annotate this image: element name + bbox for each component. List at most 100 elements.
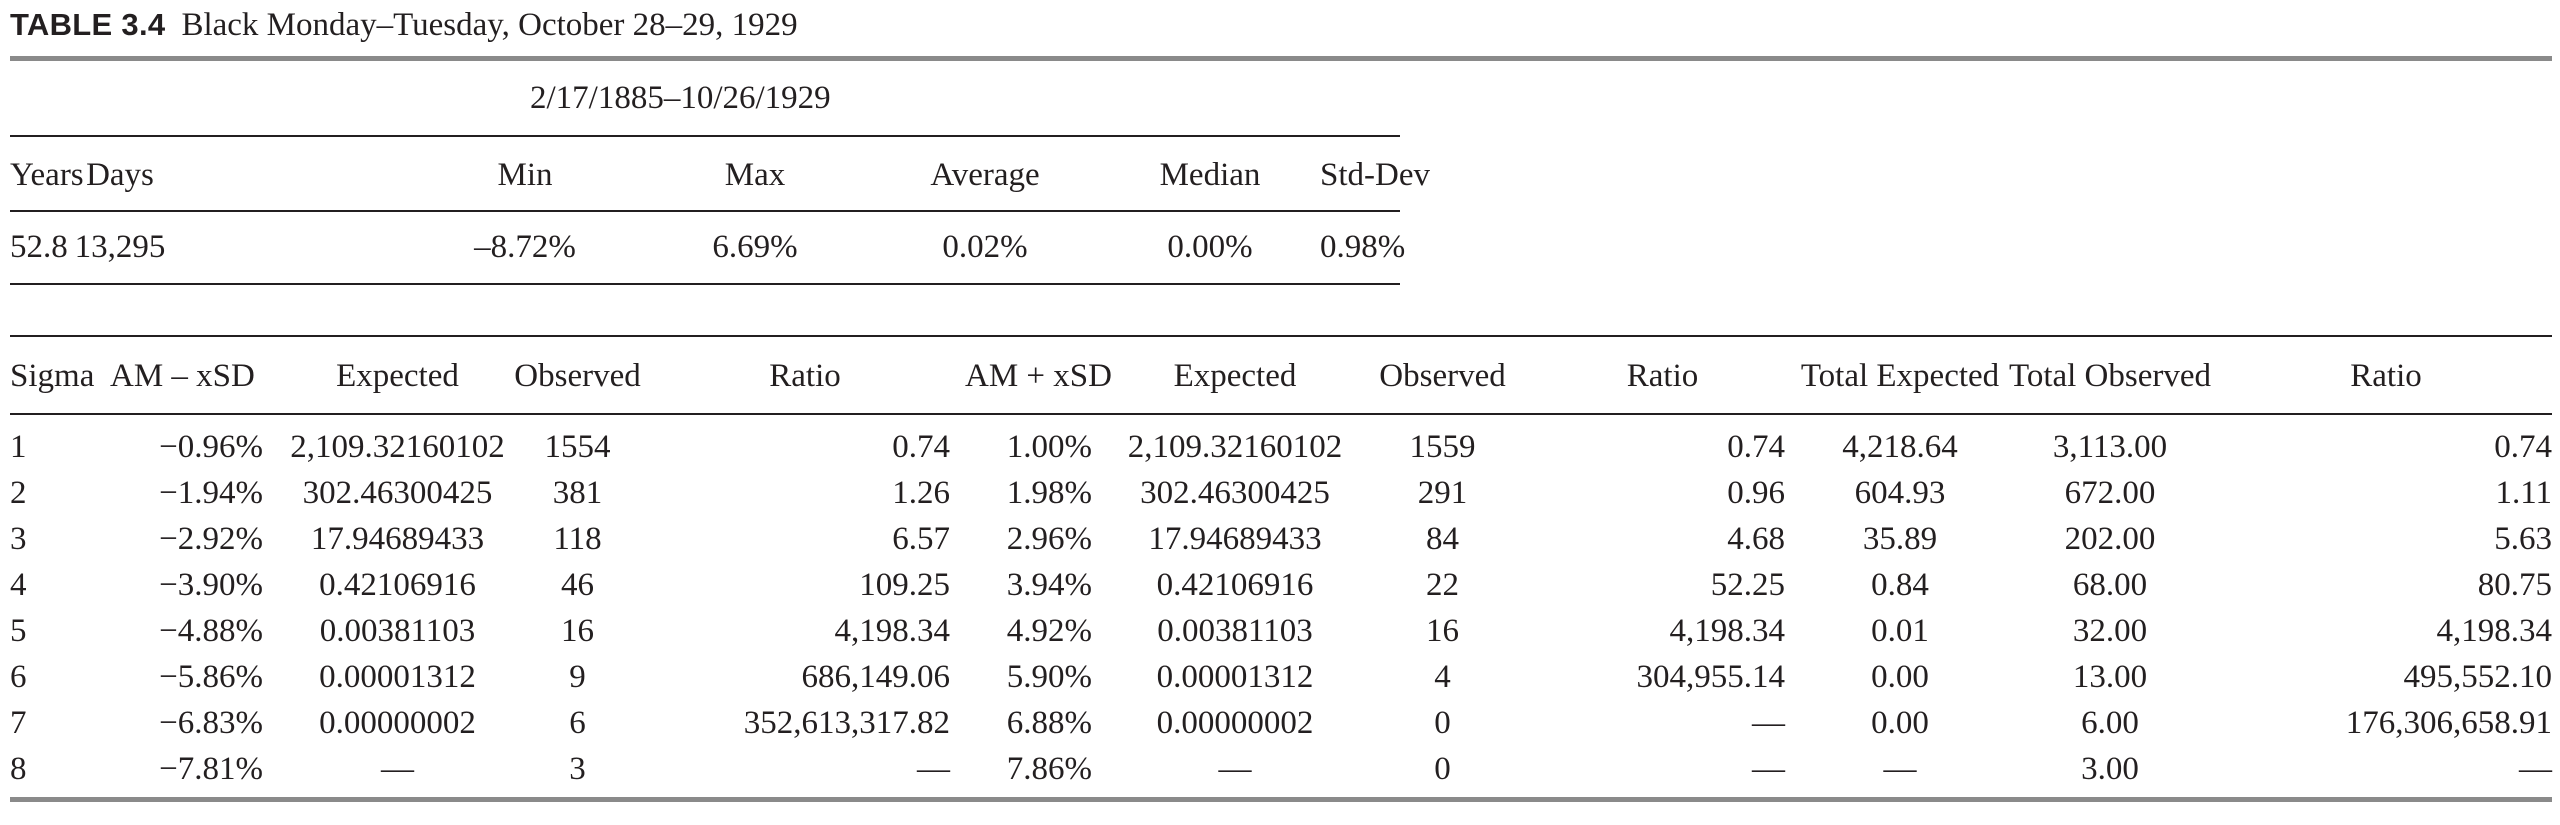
ratio-low-cell: 4,198.34 — [834, 613, 951, 649]
expected-low-cell: 0.00001312 — [319, 659, 476, 695]
table-row: 3 −2.92% 17.94689433 118 6.57 2.96% 17.9468943… — [10, 516, 2552, 562]
expected-high-cell: — — [1218, 751, 1252, 787]
sigma-cell: 7 — [10, 705, 27, 741]
sigma-header-cell: Observed — [514, 358, 641, 394]
am-minus-cell: −4.88% — [159, 613, 263, 649]
sigma-header-cell: Sigma — [10, 358, 95, 394]
am-plus-cell: 3.94% — [1006, 567, 1092, 603]
total-ratio-cell: 1.11 — [2495, 475, 2552, 511]
ratio-low-cell: 0.74 — [892, 429, 950, 465]
sigma-body-table: 1 −0.96% 2,109.32160102 1554 0.74 1.00% 2,109.… — [10, 424, 2552, 792]
expected-high-cell: 0.00381103 — [1157, 613, 1313, 649]
summary-header-row: Years Days Min Max Average Median Std-De… — [10, 150, 1430, 200]
summary-mid-rule — [10, 210, 1400, 212]
sigma-header-rule — [10, 413, 2552, 415]
am-minus-cell: −5.86% — [159, 659, 263, 695]
observed-high-cell: 291 — [1417, 475, 1468, 511]
am-plus-cell: 5.90% — [1006, 659, 1092, 695]
sigma-cell: 8 — [10, 751, 27, 787]
am-plus-cell: 6.88% — [1006, 705, 1092, 741]
observed-low-cell: 16 — [561, 613, 594, 649]
sigma-cell: 4 — [10, 567, 27, 603]
observed-high-cell: 22 — [1426, 567, 1459, 603]
am-plus-cell: 7.86% — [1006, 751, 1092, 787]
total-observed-cell: 6.00 — [2081, 705, 2139, 741]
sigma-cell: 6 — [10, 659, 27, 695]
table-caption: TABLE 3.4 Black Monday–Tuesday, October 2… — [10, 2, 798, 48]
expected-high-cell: 17.94689433 — [1148, 521, 1322, 557]
total-expected-cell: — — [1883, 751, 1917, 787]
total-ratio-cell: 5.63 — [2494, 521, 2552, 557]
total-expected-cell: 0.01 — [1871, 613, 1929, 649]
sigma-cell: 3 — [10, 521, 27, 557]
summary-value-cell: 52.8 — [10, 229, 68, 265]
am-minus-cell: −3.90% — [159, 567, 263, 603]
expected-low-cell: — — [381, 751, 414, 787]
am-minus-cell: −7.81% — [159, 751, 263, 787]
observed-low-cell: 381 — [552, 475, 603, 511]
sigma-cell: 2 — [10, 475, 27, 511]
summary-bottom-rule — [10, 283, 1400, 285]
observed-low-cell: 118 — [553, 521, 602, 557]
table-row: 1 −0.96% 2,109.32160102 1554 0.74 1.00% 2,109.… — [10, 424, 2552, 470]
total-ratio-cell: 4,198.34 — [2436, 613, 2553, 649]
sigma-top-rule — [10, 335, 2552, 337]
sigma-header-cell: AM – xSD — [110, 358, 255, 394]
am-minus-cell: −0.96% — [159, 429, 263, 465]
total-ratio-cell: — — [2519, 751, 2552, 787]
summary-header-cell: Median — [1159, 157, 1261, 193]
observed-low-cell: 46 — [561, 567, 594, 603]
total-observed-cell: 32.00 — [2072, 613, 2148, 649]
am-plus-cell: 4.92% — [1006, 613, 1092, 649]
period-label: 2/17/1885–10/26/1929 — [530, 80, 831, 116]
expected-high-cell: 2,109.32160102 — [1127, 429, 1343, 465]
observed-high-cell: 1559 — [1409, 429, 1476, 465]
ratio-high-cell: 4.68 — [1727, 521, 1785, 557]
total-expected-cell: 604.93 — [1854, 475, 1946, 511]
ratio-high-cell: — — [1752, 751, 1785, 787]
sigma-header-cell: Expected — [1173, 358, 1297, 394]
table-row: 4 −3.90% 0.42106916 46 109.25 3.94% 0.42106916… — [10, 562, 2552, 608]
am-plus-cell: 1.00% — [1006, 429, 1092, 465]
summary-header-cell: Days — [86, 157, 154, 193]
am-minus-cell: −1.94% — [159, 475, 263, 511]
summary-header-cell: Std-Dev — [1320, 157, 1430, 193]
expected-low-cell: 0.00381103 — [319, 613, 476, 649]
summary-values-table: 52.8 13,295 –8.72% 6.69% 0.02% 0.00% 0.9… — [10, 222, 1405, 272]
sigma-header-cell: Expected — [336, 358, 459, 394]
table-row: 8 −7.81% — 3 — 7.86% — 0 — — 3.00 — — [10, 746, 2552, 792]
total-ratio-cell: 0.74 — [2494, 429, 2552, 465]
table-row: 7 −6.83% 0.00000002 6 352,613,317.82 6.88% 0.0… — [10, 700, 2552, 746]
ratio-low-cell: — — [917, 751, 950, 787]
ratio-high-cell: — — [1752, 705, 1785, 741]
expected-high-cell: 302.46300425 — [1140, 475, 1330, 511]
ratio-low-cell: 686,149.06 — [801, 659, 951, 695]
ratio-high-cell: 4,198.34 — [1669, 613, 1786, 649]
sigma-header-cell: Observed — [1379, 358, 1506, 394]
sigma-cell: 5 — [10, 613, 27, 649]
total-expected-cell: 0.00 — [1871, 659, 1929, 695]
sigma-header-cell: Ratio — [769, 358, 841, 394]
sigma-header-cell: Ratio — [1626, 358, 1699, 394]
total-expected-cell: 35.89 — [1862, 521, 1938, 557]
table-row: 2 −1.94% 302.46300425 381 1.26 1.98% 302.46300… — [10, 470, 2552, 516]
sigma-header-row: Sigma AM – xSD Expected Observed Ratio A… — [10, 351, 2552, 401]
summary-value-cell: 0.00% — [1167, 229, 1253, 265]
expected-low-cell: 17.94689433 — [310, 521, 485, 557]
observed-high-cell: 4 — [1434, 659, 1451, 695]
total-expected-cell: 0.84 — [1871, 567, 1929, 603]
total-ratio-cell: 80.75 — [2477, 567, 2552, 603]
total-observed-cell: 672.00 — [2064, 475, 2156, 511]
summary-top-rule — [10, 135, 1400, 137]
total-observed-cell: 68.00 — [2072, 567, 2148, 603]
total-observed-cell: 3.00 — [2081, 751, 2139, 787]
observed-low-cell: 9 — [569, 659, 586, 695]
table-bottom-rule — [10, 797, 2552, 802]
sigma-cell: 1 — [10, 429, 27, 465]
sigma-header-table: Sigma AM – xSD Expected Observed Ratio A… — [10, 351, 2552, 401]
ratio-low-cell: 352,613,317.82 — [743, 705, 950, 741]
total-observed-cell: 13.00 — [2072, 659, 2148, 695]
ratio-low-cell: 109.25 — [859, 567, 950, 603]
summary-value-cell: 0.02% — [942, 229, 1028, 265]
